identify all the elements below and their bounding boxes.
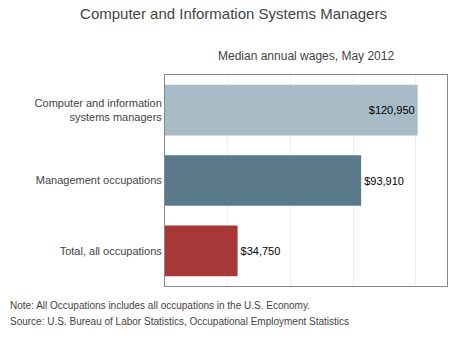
svg-text:$93,910: $93,910 [364,175,404,187]
svg-text:$34,750: $34,750 [241,245,281,257]
svg-text:$120,950: $120,950 [369,104,415,116]
svg-text:Note: All Occupations includes: Note: All Occupations includes all occup… [10,300,310,311]
svg-text:Source: U.S. Bureau of Labor S: Source: U.S. Bureau of Labor Statistics,… [10,316,349,327]
svg-text:Median annual wages, May 2012: Median annual wages, May 2012 [218,49,394,63]
svg-text:Management occupations: Management occupations [36,174,162,186]
svg-text:Total, all occupations: Total, all occupations [60,245,163,257]
svg-text:Computer and informationsystem: Computer and informationsystems managers [35,97,163,123]
svg-text:Computer and Information Syste: Computer and Information Systems Manager… [80,5,387,22]
